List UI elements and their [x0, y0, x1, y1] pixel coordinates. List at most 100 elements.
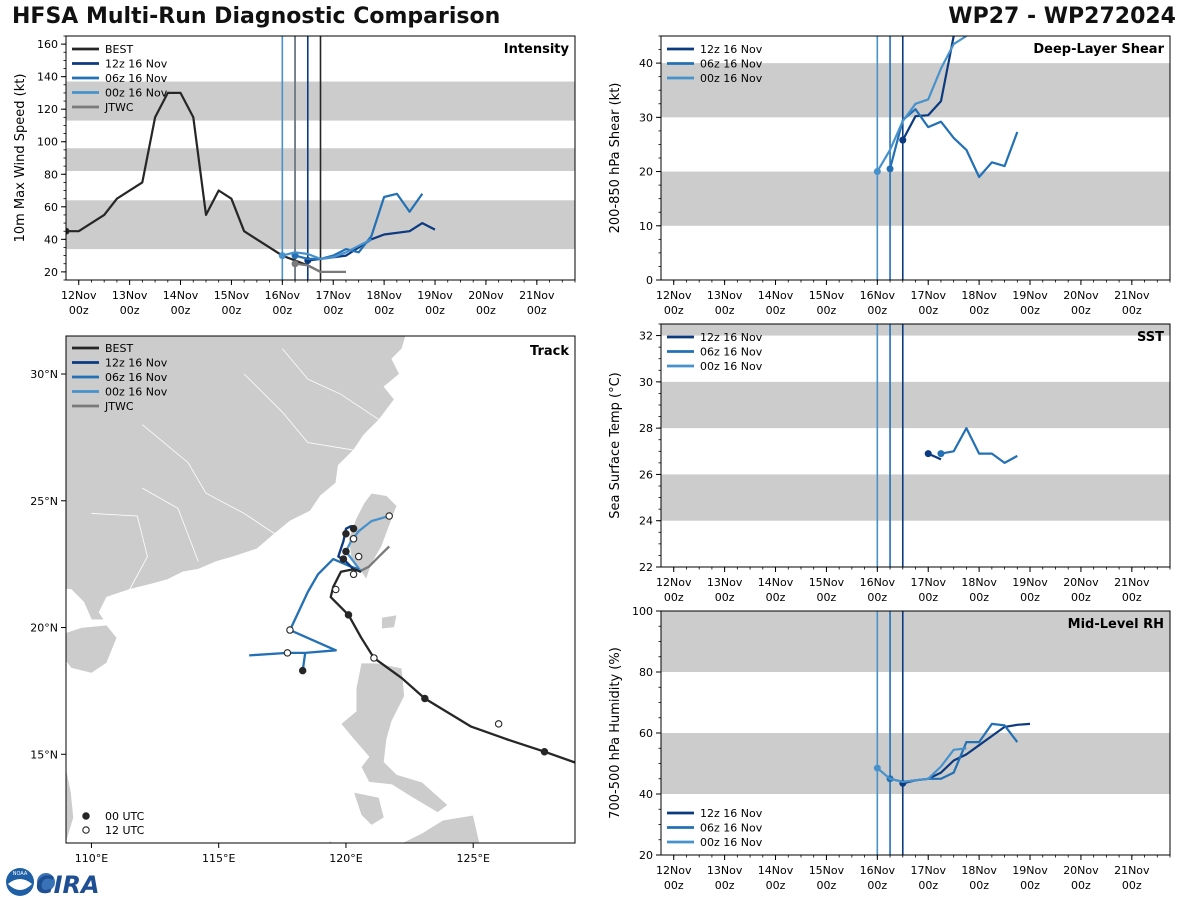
x-tick-label: 00z — [476, 304, 496, 317]
x-tick-label: 00z — [425, 304, 445, 317]
x-tick-label: 00z — [867, 304, 887, 317]
x-tick-label: 18Nov — [961, 576, 997, 589]
x-tick-label: 21Nov — [1114, 576, 1150, 589]
legend-label: 06z 16 Nov — [700, 58, 763, 71]
x-tick-label: 20Nov — [1063, 576, 1099, 589]
legend-label: 06z 16 Nov — [700, 822, 763, 835]
threshold-band — [661, 324, 1170, 336]
series-line-r00 — [282, 238, 372, 260]
x-tick-label: 13Nov — [707, 576, 743, 589]
x-tick-label: 19Nov — [1012, 289, 1048, 302]
x-tick-label: 15Nov — [809, 864, 845, 877]
x-tick-label: 14Nov — [758, 289, 794, 302]
y-tick-label: 30 — [639, 111, 653, 124]
y-tick-label: 40 — [639, 788, 653, 801]
x-tick-label: 14Nov — [758, 576, 794, 589]
y-tick-label: 30 — [639, 376, 653, 389]
legend-label: 00z 16 Nov — [700, 360, 763, 373]
x-tick-label: 00z — [120, 304, 140, 317]
y-tick-label: 120 — [37, 103, 58, 116]
page-title: HFSA Multi-Run Diagnostic Comparison — [12, 4, 501, 29]
track-marker-12utc — [286, 626, 294, 634]
province-border — [243, 373, 354, 451]
x-tick-label: 00z — [1020, 304, 1040, 317]
x-tick-label: 00z — [1071, 879, 1091, 892]
y-axis-label: 10m Max Wind Speed (kt) — [13, 74, 28, 243]
y-tick-label: 20 — [44, 266, 58, 279]
x-tick-label: 00z — [222, 304, 242, 317]
y-tick-label: 26 — [639, 468, 653, 481]
legend-label: JTWC — [104, 101, 134, 114]
x-tick-label: 13Nov — [112, 289, 148, 302]
series-line-r06 — [294, 192, 424, 260]
y-tick-label: 40 — [44, 233, 58, 246]
track-marker-00utc — [540, 747, 549, 756]
legend-label: 06z 16 Nov — [105, 371, 168, 384]
x-tick-label: 00z — [171, 304, 191, 317]
track-marker-00utc — [344, 611, 353, 619]
x-tick-label: 16Nov — [860, 576, 896, 589]
visayas-islands — [401, 814, 480, 843]
mindoro-island — [353, 791, 385, 826]
series-line-r06 — [940, 427, 1018, 464]
track-marker-12utc — [494, 720, 503, 728]
panel-shear: 0 10 20 30 40 12Nov 00z 13Nov 00z 14Nov 00z 15Nov 00… — [608, 35, 1171, 317]
x-tick-label: 16Nov — [860, 289, 896, 302]
legend-label: 00z 16 Nov — [700, 72, 763, 85]
palawan-island — [327, 839, 333, 843]
y-tick-label: 0 — [646, 274, 653, 287]
threshold-band — [661, 611, 1170, 672]
noaa-bird-icon — [8, 879, 32, 890]
series-start-point — [278, 252, 286, 260]
track-marker-00utc — [339, 555, 348, 563]
province-border — [142, 487, 199, 562]
province-border — [142, 424, 275, 535]
panel-track: 110°E 115°E 120°E 125°E 15°N 20°N 25°N 30°N Trac… — [30, 335, 576, 865]
track-marker-12utc — [349, 535, 358, 543]
y-tick-label: 10 — [639, 220, 653, 233]
x-tick-label: 00z — [867, 879, 887, 892]
x-tick-label: 00z — [817, 591, 837, 604]
x-tick-label: 00z — [766, 304, 786, 317]
y-tick-label: 160 — [37, 38, 58, 51]
y-tick-label: 60 — [44, 201, 58, 214]
series-start-point — [873, 764, 881, 772]
x-tick-label: 125°E — [456, 852, 489, 865]
x-tick-label: 00z — [715, 304, 735, 317]
x-tick-label: 20Nov — [1063, 289, 1099, 302]
legend-label: 12z 16 Nov — [700, 331, 763, 344]
x-tick-label: 110°E — [75, 852, 108, 865]
panel-title: Intensity — [504, 42, 570, 57]
track-line-BEST — [329, 568, 575, 764]
legend-label: 00z 16 Nov — [105, 87, 168, 100]
panel-rh: 20 40 60 80 100 12Nov 00z 13Nov 00z 14Nov 00z 15Nov… — [608, 605, 1171, 892]
track-lines — [249, 512, 575, 764]
track-marker-12utc — [349, 570, 358, 579]
x-tick-label: 16Nov — [265, 289, 301, 302]
hainan-island — [66, 624, 118, 674]
track-marker-00utc — [342, 529, 350, 538]
x-tick-label: 13Nov — [707, 289, 743, 302]
x-tick-label: 00z — [918, 879, 938, 892]
series-line-r06 — [888, 108, 1019, 179]
series-line-JTWC — [294, 262, 346, 273]
y-tick-label: 40 — [639, 57, 653, 70]
x-tick-label: 21Nov — [1114, 289, 1150, 302]
x-tick-label: 00z — [918, 304, 938, 317]
y-tick-label: 32 — [639, 330, 653, 343]
x-tick-label: 19Nov — [1012, 576, 1048, 589]
series-start-point — [937, 450, 945, 458]
track-marker-00utc — [342, 547, 350, 556]
track-marker-12utc — [283, 649, 292, 657]
x-tick-label: 00z — [1020, 879, 1040, 892]
x-tick-label: 00z — [1122, 304, 1142, 317]
x-tick-label: 00z — [1122, 879, 1142, 892]
x-tick-label: 00z — [664, 879, 684, 892]
x-tick-label: 20Nov — [1063, 864, 1099, 877]
y-tick-label: 80 — [44, 168, 58, 181]
x-tick-label: 20Nov — [468, 289, 504, 302]
threshold-band — [661, 171, 1170, 226]
globe-icon — [37, 873, 55, 891]
y-tick-label: 60 — [639, 727, 653, 740]
